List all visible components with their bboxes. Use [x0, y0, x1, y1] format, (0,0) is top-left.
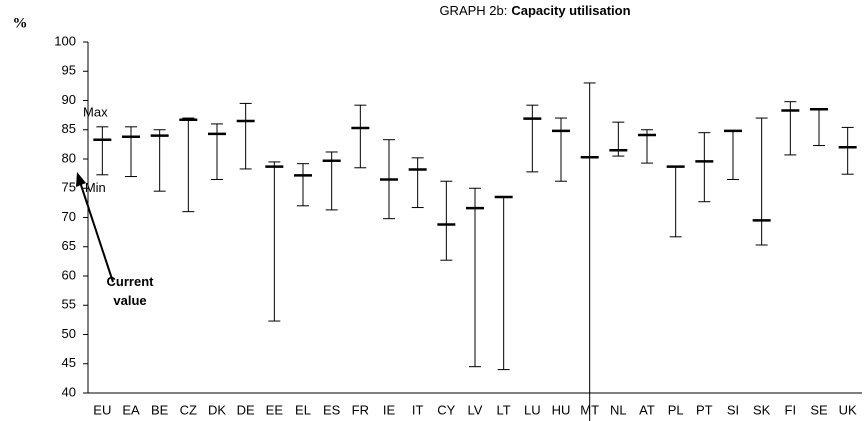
x-tick-label: DK	[208, 402, 226, 417]
x-tick-label: UK	[839, 402, 857, 417]
x-tick-label: DE	[237, 402, 255, 417]
x-tick-label: EA	[122, 402, 140, 417]
x-tick-label: EU	[93, 402, 111, 417]
y-tick-label: 55	[62, 297, 76, 312]
x-tick-label: SE	[810, 402, 828, 417]
y-tick-label: 80	[62, 150, 76, 165]
max-label: Max	[83, 104, 108, 119]
y-tick-label: 40	[62, 384, 76, 399]
x-tick-label: FR	[352, 402, 369, 417]
x-tick-label: CZ	[180, 402, 197, 417]
x-tick-label: SI	[727, 402, 739, 417]
min-label: Min	[85, 180, 106, 195]
x-tick-label: ES	[323, 402, 341, 417]
x-tick-label: EL	[295, 402, 311, 417]
y-tick-label: 65	[62, 238, 76, 253]
x-tick-label: NL	[610, 402, 627, 417]
y-tick-label: 50	[62, 326, 76, 341]
y-tick-label: 90	[62, 92, 76, 107]
x-tick-label: LU	[524, 402, 541, 417]
x-tick-label: LV	[468, 402, 483, 417]
x-tick-label: CY	[437, 402, 455, 417]
x-tick-label: PT	[696, 402, 713, 417]
arrow-head	[76, 172, 86, 187]
x-tick-label: IT	[412, 402, 424, 417]
title-prefix: GRAPH 2b:	[439, 3, 507, 18]
y-tick-label: 85	[62, 121, 76, 136]
x-tick-label: SK	[753, 402, 771, 417]
title-bold: Capacity utilisation	[511, 3, 630, 18]
annotation-arrow	[79, 181, 114, 283]
x-tick-label: PL	[668, 402, 684, 417]
x-tick-label: LT	[497, 402, 511, 417]
y-tick-label: 70	[62, 209, 76, 224]
x-tick-label: HU	[552, 402, 571, 417]
x-tick-label: AT	[639, 402, 655, 417]
x-tick-label: EE	[266, 402, 284, 417]
chart-title: GRAPH 2b: Capacity utilisation	[439, 3, 630, 18]
y-axis-label: %	[13, 15, 28, 31]
x-tick-label: FI	[785, 402, 797, 417]
y-tick-label: 100	[54, 33, 76, 48]
y-tick-label: 95	[62, 63, 76, 78]
x-tick-label: IE	[383, 402, 396, 417]
y-tick-label: 45	[62, 355, 76, 370]
y-tick-label: 75	[62, 180, 76, 195]
current-value-label: Current value	[106, 274, 154, 308]
x-tick-label: BE	[151, 402, 169, 417]
y-tick-label: 60	[62, 267, 76, 282]
